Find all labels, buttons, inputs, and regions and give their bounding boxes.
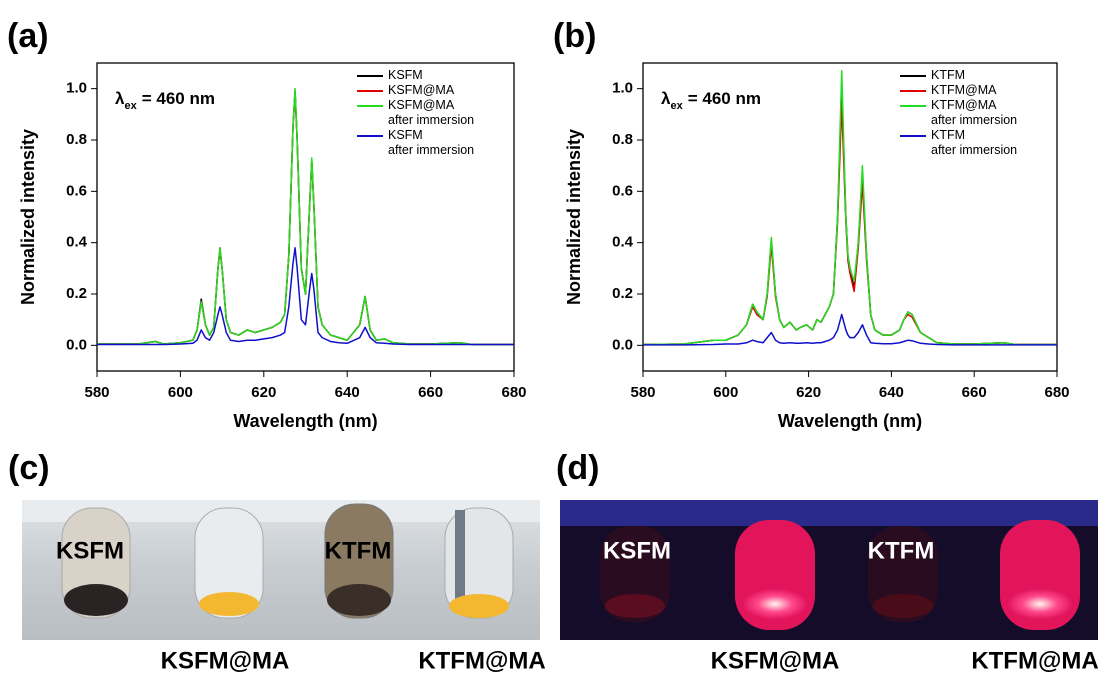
legend-item: KTFM@MA xyxy=(900,83,1017,98)
annotation-symbol: λ xyxy=(115,89,125,108)
photo-label: KTFM xyxy=(868,537,935,564)
legend-swatch xyxy=(900,75,926,77)
legend-swatch xyxy=(357,90,383,92)
y-tick-label: 0.0 xyxy=(612,336,633,353)
annotation-text: = 460 nm xyxy=(142,89,215,108)
y-tick-label: 0.2 xyxy=(612,285,633,302)
y-tick-label: 0.6 xyxy=(612,182,633,199)
x-tick-label: 680 xyxy=(1044,384,1069,401)
legend-item: KTFM@MA after immersion xyxy=(900,98,1017,128)
legend-label: KTFM xyxy=(931,68,966,82)
y-tick-label: 0.0 xyxy=(66,336,87,353)
annotation-subscript: ex xyxy=(670,100,683,112)
photo-c xyxy=(22,500,540,640)
legend-item: KSFM@MA after immersion xyxy=(357,98,474,128)
x-tick-label: 620 xyxy=(796,384,821,401)
x-axis-label: Wavelength (nm) xyxy=(778,411,922,431)
photo-d xyxy=(560,500,1098,640)
photo-label: KTFM@MA xyxy=(971,647,1098,674)
photo-label: KSFM xyxy=(603,537,671,564)
panel-label: (d) xyxy=(556,449,599,487)
legend-label: KSFM@MA after immersion xyxy=(388,98,475,127)
legend-swatch xyxy=(900,105,926,107)
plot-frame xyxy=(96,62,515,372)
y-axis-label: Normalized intensity xyxy=(564,129,584,305)
y-tick-label: 1.0 xyxy=(612,80,633,97)
legend-item: KSFM xyxy=(357,68,474,83)
photo-label: KSFM xyxy=(56,537,124,564)
legend-label: KSFM after immersion xyxy=(388,128,475,157)
y-axis-label: Normalized intensity xyxy=(18,129,38,305)
annotation-symbol: λ xyxy=(661,89,671,108)
annotation-subscript: ex xyxy=(124,100,137,112)
photo-label: KSFM@MA xyxy=(711,647,840,674)
photo-label: KSFM@MA xyxy=(161,647,290,674)
panel-label: (a) xyxy=(7,17,49,55)
spectrum-line xyxy=(97,247,514,346)
x-tick-label: 680 xyxy=(501,384,526,401)
y-tick-label: 0.6 xyxy=(66,182,87,199)
x-axis-label: Wavelength (nm) xyxy=(233,411,377,431)
x-tick-label: 600 xyxy=(168,384,193,401)
panel-label: (c) xyxy=(8,449,50,487)
legend-label: KTFM@MA after immersion xyxy=(931,98,1018,127)
legend-swatch xyxy=(357,135,383,137)
legend-item: KSFM after immersion xyxy=(357,128,474,158)
spectrum-line xyxy=(642,69,1057,346)
spectrum-line xyxy=(643,313,1057,346)
x-tick-label: 640 xyxy=(879,384,904,401)
y-tick-label: 0.8 xyxy=(612,131,633,148)
y-tick-label: 0.2 xyxy=(66,285,87,302)
legend-swatch xyxy=(357,105,383,107)
plot-frame xyxy=(642,62,1058,372)
legend-swatch xyxy=(900,90,926,92)
annotation-text: = 460 nm xyxy=(688,89,761,108)
legend-swatch xyxy=(357,75,383,77)
legend-item: KTFM after immersion xyxy=(900,128,1017,158)
panel-label: (b) xyxy=(553,17,596,55)
legend-label: KTFM@MA xyxy=(931,83,997,97)
x-tick-label: 600 xyxy=(713,384,738,401)
x-tick-label: 620 xyxy=(251,384,276,401)
y-tick-label: 0.8 xyxy=(66,131,87,148)
annotation: λex = 460 nm xyxy=(661,89,761,111)
y-tick-label: 0.4 xyxy=(612,234,634,251)
photo-label: KTFM xyxy=(325,537,392,564)
photo-label: KTFM@MA xyxy=(418,647,545,674)
legend: KSFM KSFM@MA KSFM@MA after immersion KSFM a… xyxy=(357,68,474,158)
legend-item: KSFM@MA xyxy=(357,83,474,98)
y-tick-label: 0.4 xyxy=(66,234,88,251)
legend-label: KSFM xyxy=(388,68,423,82)
x-tick-label: 660 xyxy=(962,384,987,401)
legend-swatch xyxy=(900,135,926,137)
spectrum-line xyxy=(97,87,514,346)
y-tick-label: 1.0 xyxy=(66,80,87,97)
x-tick-label: 660 xyxy=(418,384,443,401)
legend-label: KTFM after immersion xyxy=(931,128,1018,157)
x-tick-label: 580 xyxy=(630,384,655,401)
x-tick-label: 580 xyxy=(84,384,109,401)
legend: KTFM KTFM@MA KTFM@MA after immersion KTFM a… xyxy=(900,68,1017,158)
legend-label: KSFM@MA xyxy=(388,83,455,97)
legend-item: KTFM xyxy=(900,68,1017,83)
x-tick-label: 640 xyxy=(335,384,360,401)
annotation: λex = 460 nm xyxy=(115,89,215,111)
